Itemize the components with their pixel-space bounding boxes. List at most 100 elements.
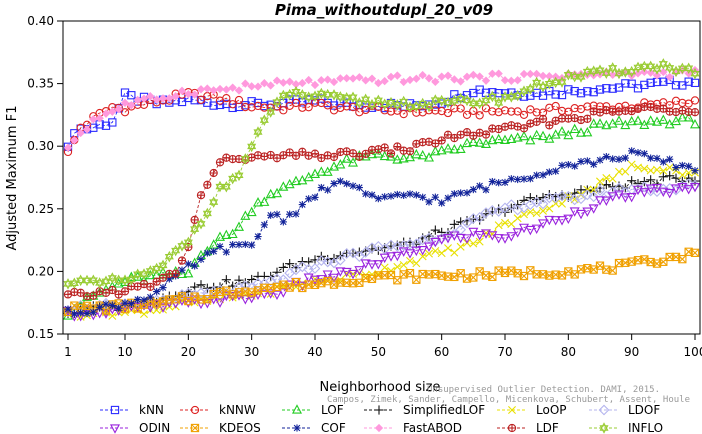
legend-label: SimplifiedLOF [403, 403, 485, 417]
data-point [298, 103, 307, 112]
data-point [575, 127, 587, 137]
data-point [450, 75, 459, 84]
data-point [493, 234, 504, 244]
data-point [323, 101, 332, 110]
data-point [425, 249, 433, 258]
data-point [234, 95, 244, 105]
data-point [184, 89, 193, 99]
data-point [285, 95, 294, 104]
data-point [468, 97, 478, 110]
data-point [613, 182, 625, 194]
data-point [456, 104, 465, 113]
data-point [96, 303, 104, 311]
data-point [526, 91, 535, 100]
data-point [475, 97, 485, 110]
data-point [417, 149, 428, 160]
data-point [121, 299, 129, 307]
data-point [684, 62, 694, 74]
data-point [665, 171, 675, 181]
data-point [120, 274, 130, 286]
data-point [558, 199, 566, 208]
data-point [253, 126, 263, 138]
data-point [214, 231, 226, 241]
data-point [690, 248, 700, 257]
data-point [461, 217, 473, 229]
data-point [645, 184, 656, 194]
data-point [425, 198, 433, 206]
data-point [487, 90, 497, 103]
data-point [665, 62, 675, 74]
data-point [196, 95, 206, 104]
data-point [482, 186, 490, 194]
data-point [689, 183, 701, 193]
data-point [184, 260, 192, 268]
data-point [436, 235, 447, 245]
data-point [385, 252, 397, 262]
data-point [653, 154, 661, 163]
data-point [279, 78, 288, 87]
data-point [233, 221, 245, 231]
data-point [646, 78, 655, 87]
data-point [417, 246, 428, 256]
data-point [303, 273, 314, 283]
data-point [512, 228, 523, 238]
data-point [449, 144, 460, 154]
data-point [259, 289, 270, 300]
data-point [368, 191, 376, 199]
data-point [127, 101, 136, 110]
data-point [419, 193, 427, 201]
data-point [393, 71, 402, 80]
data-point [621, 79, 630, 88]
data-point [101, 109, 111, 118]
legend-marker [508, 406, 516, 414]
data-point [348, 91, 358, 103]
data-point [140, 296, 148, 304]
data-point [309, 275, 321, 286]
data-point [272, 96, 282, 108]
series-fastabod [63, 65, 700, 152]
data-point [266, 81, 275, 90]
data-point [316, 166, 327, 176]
data-point [596, 156, 604, 164]
x-axis-label: Neighborhood size [320, 380, 441, 395]
legend-marker [374, 423, 384, 433]
data-point [475, 111, 484, 120]
data-point [328, 273, 340, 284]
data-point [322, 256, 334, 268]
data-point [399, 95, 409, 108]
data-point [569, 194, 581, 206]
data-point [190, 215, 199, 225]
data-point [494, 89, 503, 98]
data-point [601, 67, 611, 79]
data-point [367, 98, 377, 111]
data-point [532, 108, 541, 117]
data-point [373, 94, 383, 107]
data-point [437, 94, 447, 107]
data-point [442, 234, 454, 244]
data-point [286, 210, 294, 218]
data-point [475, 237, 484, 246]
data-point [336, 177, 344, 185]
series-line [67, 150, 696, 315]
data-point [589, 65, 599, 77]
data-point [627, 65, 637, 78]
data-point [507, 175, 515, 183]
data-point [260, 103, 269, 112]
data-point [437, 249, 446, 258]
data-point [645, 115, 656, 125]
data-point [246, 293, 257, 304]
data-point [70, 136, 79, 145]
data-point [462, 127, 472, 137]
data-point [519, 69, 529, 79]
data-point [493, 133, 504, 144]
data-point [177, 86, 187, 95]
data-point [392, 251, 403, 262]
data-point [108, 301, 116, 310]
legend-label: INFLO [628, 421, 663, 434]
data-point [254, 232, 262, 241]
data-point [360, 259, 371, 269]
data-point [677, 62, 687, 75]
data-point [410, 238, 422, 250]
data-point [506, 91, 516, 103]
data-point [488, 69, 497, 78]
